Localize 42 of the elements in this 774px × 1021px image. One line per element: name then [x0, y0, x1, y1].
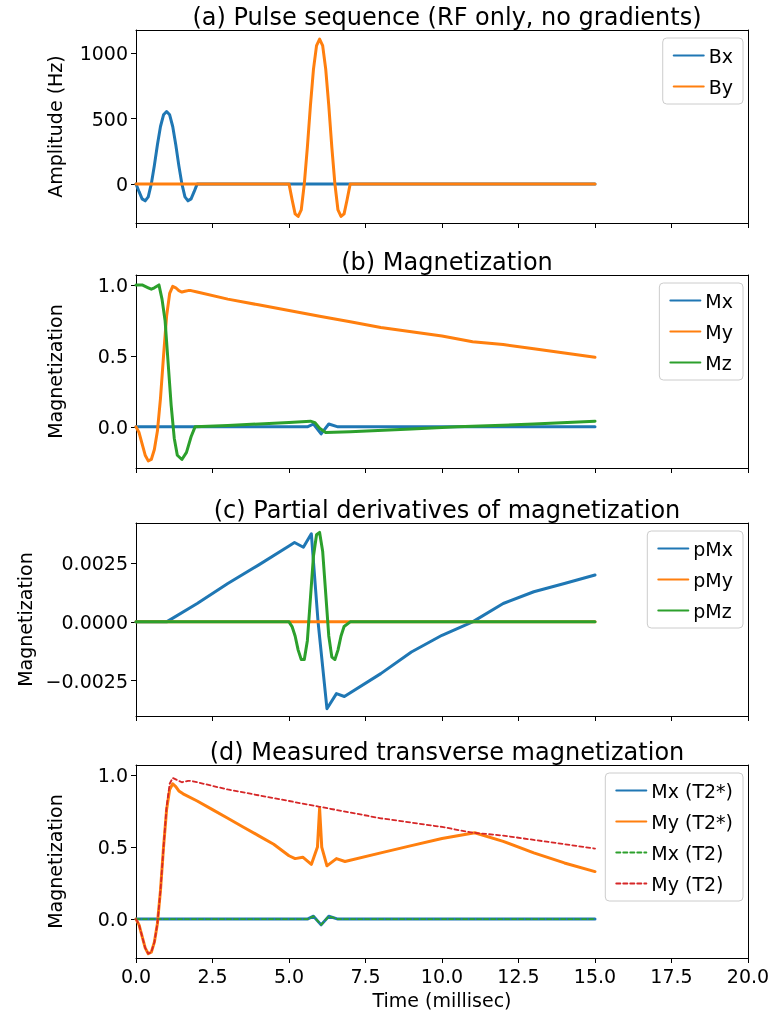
legend-label: pMz	[693, 599, 732, 622]
x-tick-label: 5.0	[273, 964, 305, 987]
legend-label: My (T2)	[651, 872, 724, 895]
x-tick-label: 17.5	[650, 964, 693, 987]
y-tick-label: 0.5	[97, 344, 128, 367]
x-tick-label: 20.0	[726, 964, 770, 987]
y-axis-title: Amplitude (Hz)	[43, 55, 66, 198]
x-axis-title: Time (millisec)	[371, 988, 512, 1011]
legend-label: By	[708, 75, 733, 98]
y-tick-label: 0.0000	[61, 610, 128, 633]
legend-label: My	[705, 320, 733, 343]
x-tick-label: 7.5	[350, 964, 381, 987]
legend-label: Mz	[705, 351, 732, 374]
y-tick-label: 1.0	[97, 764, 128, 787]
x-tick-label: 2.5	[197, 964, 228, 987]
x-tick-label: 12.5	[497, 964, 540, 987]
x-tick-label: 10.0	[420, 964, 464, 987]
y-tick-label: 1.0	[97, 273, 128, 296]
legend-label: My (T2*)	[651, 810, 734, 833]
legend-label: Mx	[705, 289, 733, 312]
legend-label: pMx	[693, 537, 734, 560]
y-tick-label: 0.0025	[61, 552, 128, 575]
chart-title: (c) Partial derivatives of magnetization	[213, 496, 681, 524]
x-tick-label: 15.0	[573, 964, 617, 987]
y-axis-title: Magnetization	[43, 304, 66, 439]
y-tick-label: −0.0025	[45, 669, 128, 692]
y-tick-label: 0.0	[97, 908, 128, 931]
chart-title: (b) Magnetization	[341, 248, 553, 276]
y-tick-label: 500	[91, 107, 128, 130]
y-tick-label: 0	[115, 172, 128, 195]
legend-label: Mx (T2*)	[651, 779, 734, 802]
x-tick-label: 0.0	[120, 964, 152, 987]
y-tick-label: 0.5	[97, 836, 128, 859]
y-tick-label: 1000	[79, 42, 128, 65]
y-axis-title: Magnetization	[43, 794, 66, 929]
y-axis-title: Magnetization	[14, 552, 37, 687]
legend-label: Bx	[708, 44, 733, 67]
legend-label: pMy	[693, 568, 734, 591]
chart-title: (d) Measured transverse magnetization	[209, 738, 685, 766]
chart-title: (a) Pulse sequence (RF only, no gradients)	[192, 3, 702, 31]
y-tick-label: 0.0	[97, 415, 128, 438]
legend-label: Mx (T2)	[651, 841, 724, 864]
